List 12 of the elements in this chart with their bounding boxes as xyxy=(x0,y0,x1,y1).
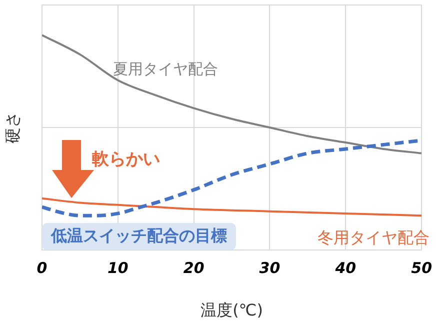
series-label: 低温スイッチ配合の目標 xyxy=(50,226,227,246)
x-tick-label: 0 xyxy=(36,258,48,277)
y-axis-title: 硬さ xyxy=(2,112,22,144)
series-label: 夏用タイヤ配合 xyxy=(112,60,218,78)
annotation: 軟らかい xyxy=(91,149,160,170)
x-tick-label: 30 xyxy=(259,258,280,277)
x-tick-label: 50 xyxy=(411,258,432,277)
x-axis-title: 温度(℃) xyxy=(200,300,264,320)
x-tick-label: 40 xyxy=(334,258,356,277)
x-tick-label: 10 xyxy=(107,258,128,277)
x-tick-label: 20 xyxy=(183,258,204,277)
series-label: 冬用タイヤ配合 xyxy=(318,228,430,248)
